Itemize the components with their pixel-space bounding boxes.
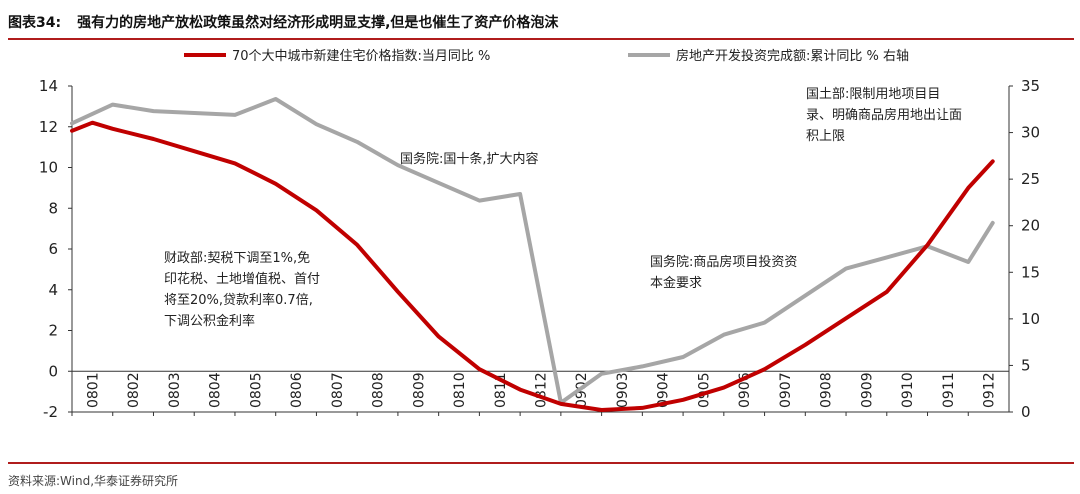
y-left-tick-label: 6 bbox=[48, 240, 58, 258]
y-right-tick-label: 15 bbox=[1021, 263, 1040, 281]
x-tick-label: 0807 bbox=[330, 372, 346, 408]
figure-title: 图表34: 强有力的房地产放松政策虽然对经济形成明显支撑,但是也催生了资产价格泡沫 bbox=[8, 12, 558, 32]
annotation-state-council-1: 国务院:国十条,扩大内容 bbox=[400, 151, 539, 167]
x-tick-label: 0804 bbox=[208, 372, 224, 408]
annotation-ministry-finance: 下调公积金利率 bbox=[164, 313, 255, 329]
x-tick-label: 0910 bbox=[900, 372, 916, 408]
x-tick-label: 0805 bbox=[248, 372, 264, 408]
y-left-tick-label: 0 bbox=[48, 362, 58, 380]
figure-number: 图表34: bbox=[8, 15, 62, 31]
legend-label-investment: 房地产开发投资完成额:累计同比 % 右轴 bbox=[676, 48, 909, 64]
y-right-tick-label: 35 bbox=[1021, 77, 1040, 95]
legend-label-house-price: 70个大中城市新建住宅价格指数:当月同比 % bbox=[232, 48, 490, 64]
x-tick-label: 0909 bbox=[859, 372, 875, 408]
figure-header: 图表34: 强有力的房地产放松政策虽然对经济形成明显支撑,但是也催生了资产价格泡沫 bbox=[0, 0, 1080, 40]
y-right-tick-label: 5 bbox=[1021, 356, 1031, 374]
y-right-tick-label: 20 bbox=[1021, 217, 1040, 235]
x-tick-label: 0904 bbox=[656, 372, 672, 408]
y-left-tick-label: 8 bbox=[48, 199, 58, 217]
x-tick-label: 0812 bbox=[534, 372, 550, 408]
annotation-ministry-land: 录、明确商品房用地出让面 bbox=[806, 107, 962, 123]
x-tick-label: 0809 bbox=[411, 372, 427, 408]
x-tick-label: 0908 bbox=[819, 372, 835, 408]
y-left-tick-label: 2 bbox=[48, 322, 58, 340]
x-tick-label: 0905 bbox=[696, 372, 712, 408]
annotation-ministry-finance: 财政部:契税下调至1%,免 bbox=[164, 251, 310, 266]
y-left-tick-label: 14 bbox=[39, 77, 58, 95]
series-house-price-line bbox=[70, 120, 995, 412]
y-right-tick-label: 25 bbox=[1021, 170, 1040, 188]
top-rule bbox=[8, 38, 1074, 40]
x-tick-label: 0902 bbox=[574, 372, 590, 408]
series-investment-line bbox=[70, 97, 995, 405]
annotation-state-council-2: 本金要求 bbox=[650, 275, 702, 291]
y-left-tick-label: -2 bbox=[43, 403, 58, 421]
x-tick-label: 0803 bbox=[167, 372, 183, 408]
x-tick-label: 0912 bbox=[982, 372, 998, 408]
y-right-tick-label: 0 bbox=[1021, 403, 1031, 421]
x-tick-label: 0810 bbox=[452, 372, 468, 408]
y-right-tick-label: 30 bbox=[1021, 124, 1040, 142]
bottom-rule bbox=[8, 462, 1074, 464]
annotation-ministry-finance: 印花税、土地增值税、首付 bbox=[164, 271, 320, 287]
x-tick-label: 0907 bbox=[778, 372, 794, 408]
x-tick-label: 0806 bbox=[289, 372, 305, 408]
annotation-ministry-land: 国土部:限制用地项目目 bbox=[806, 87, 940, 102]
x-tick-label: 0903 bbox=[615, 372, 631, 408]
annotation-ministry-finance: 将至20%,贷款利率0.7倍, bbox=[164, 292, 313, 308]
annotation-ministry-land: 积上限 bbox=[806, 129, 845, 144]
y-left-tick-label: 10 bbox=[39, 159, 58, 177]
y-left-tick-label: 12 bbox=[39, 118, 58, 136]
x-tick-label: 0808 bbox=[371, 372, 387, 408]
y-right-tick-label: 10 bbox=[1021, 310, 1040, 328]
x-tick-label: 0911 bbox=[941, 372, 957, 408]
annotation-state-council-2: 国务院:商品房项目投资资 bbox=[650, 254, 797, 270]
figure-title-text: 强有力的房地产放松政策虽然对经济形成明显支撑,但是也催生了资产价格泡沫 bbox=[77, 15, 559, 31]
source-note: 资料来源:Wind,华泰证券研究所 bbox=[8, 474, 179, 488]
x-tick-label: 0801 bbox=[85, 372, 101, 408]
x-tick-label: 0802 bbox=[126, 372, 142, 408]
y-left-tick-label: 4 bbox=[48, 281, 58, 299]
